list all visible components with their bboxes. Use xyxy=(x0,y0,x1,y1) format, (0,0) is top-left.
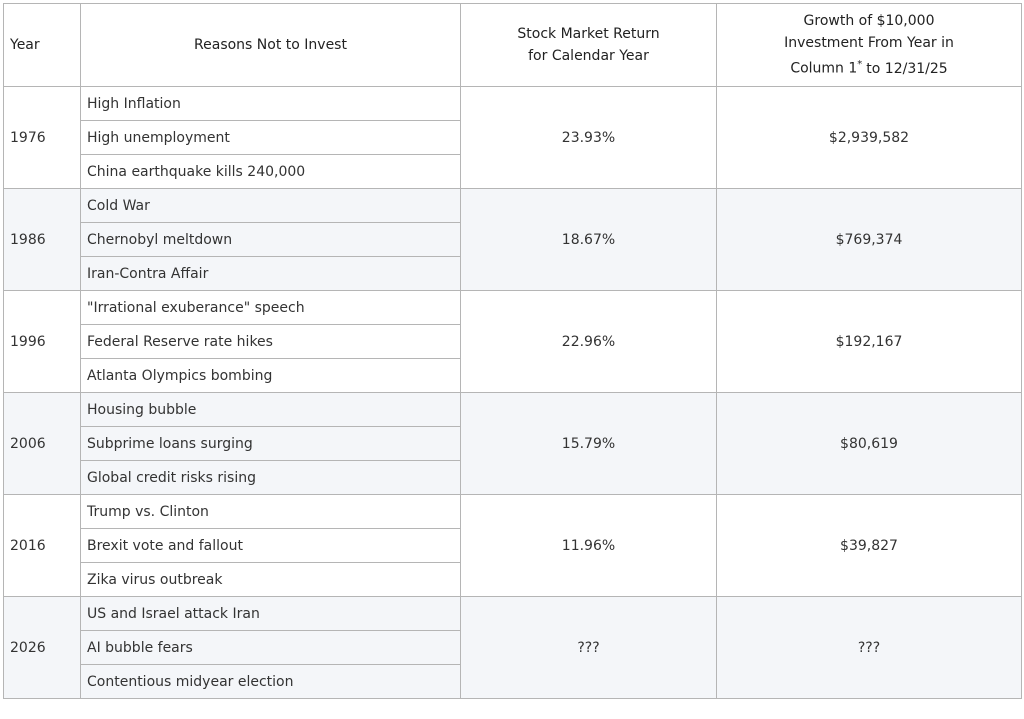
table-row: Federal Reserve rate hikes xyxy=(4,324,1022,359)
year-cell: 1986 xyxy=(3,188,81,291)
reason-cell: Iran-Contra Affair xyxy=(80,256,461,291)
reason-cell: Trump vs. Clinton xyxy=(80,494,461,529)
reason-cell: Housing bubble xyxy=(80,392,461,427)
table-row: Iran-Contra Affair xyxy=(4,256,1022,291)
return-cell: 23.93% xyxy=(460,86,717,189)
header-line: Column 1* to 12/31/25 xyxy=(723,54,1015,80)
header-return: Stock Market Return for Calendar Year xyxy=(460,3,717,87)
table-row: 1986 Cold War 18.67% $769,374 xyxy=(3,188,1022,291)
return-cell: 15.79% xyxy=(460,392,717,495)
reason-cell: High Inflation xyxy=(80,86,461,121)
growth-cell: $2,939,582 xyxy=(716,86,1022,189)
table-row: China earthquake kills 240,000 xyxy=(4,154,1022,189)
reason-cell: China earthquake kills 240,000 xyxy=(80,154,461,189)
table-row: Contentious midyear election xyxy=(4,664,1022,699)
reason-cell: "Irrational exuberance" speech xyxy=(80,290,461,325)
table-body: 1976 High Inflation 23.93% $2,939,582 High u… xyxy=(3,86,1022,699)
table-row: Zika virus outbreak xyxy=(4,562,1022,597)
growth-cell: $769,374 xyxy=(716,188,1022,291)
table-row: Chernobyl meltdown xyxy=(4,222,1022,257)
return-cell: 18.67% xyxy=(460,188,717,291)
header-line: Investment From Year in xyxy=(784,35,954,52)
return-cell: 22.96% xyxy=(460,290,717,393)
growth-cell: $39,827 xyxy=(716,494,1022,597)
return-cell: ??? xyxy=(460,596,717,699)
year-cell: 1976 xyxy=(3,86,81,189)
header-line: Stock Market Return xyxy=(517,26,660,42)
reason-cell: Contentious midyear election xyxy=(80,664,461,699)
table-row: Global credit risks rising xyxy=(4,460,1022,495)
table-row: Brexit vote and fallout xyxy=(4,528,1022,563)
year-cell: 2016 xyxy=(3,494,81,597)
year-cell: 1996 xyxy=(3,290,81,393)
header-text: to 12/31/25 xyxy=(866,60,948,77)
growth-cell: $192,167 xyxy=(716,290,1022,393)
header-growth: Growth of $10,000 Investment From Year in… xyxy=(716,3,1022,87)
table-row: 2026 US and Israel attack Iran?????? xyxy=(3,596,1022,699)
header-row: Year Reasons Not to Invest Stock Market … xyxy=(3,3,1022,87)
header-text: Column 1 xyxy=(790,60,858,77)
footnote-mark: * xyxy=(857,59,863,71)
reason-cell: Cold War xyxy=(80,188,461,223)
reason-cell: Subprime loans surging xyxy=(80,426,461,461)
year-cell: 2006 xyxy=(3,392,81,495)
reason-cell: Chernobyl meltdown xyxy=(80,222,461,257)
data-table: Year Reasons Not to Invest Stock Market … xyxy=(3,3,1022,699)
header-line: for Calendar Year xyxy=(528,48,649,64)
table-row: AI bubble fears xyxy=(4,630,1022,665)
reason-cell: US and Israel attack Iran xyxy=(80,596,461,631)
year-cell: 2026 xyxy=(3,596,81,699)
header-reasons: Reasons Not to Invest xyxy=(80,3,461,87)
header-line: Growth of $10,000 xyxy=(803,13,935,30)
header-year: Year xyxy=(3,3,81,87)
reason-cell: Federal Reserve rate hikes xyxy=(80,324,461,359)
table-row: High unemployment xyxy=(4,120,1022,155)
reason-cell: High unemployment xyxy=(80,120,461,155)
reason-cell: Brexit vote and fallout xyxy=(80,528,461,563)
table-row: Atlanta Olympics bombing xyxy=(4,358,1022,393)
table-row: 2016 Trump vs. Clinton 11.96% $39,827 xyxy=(3,494,1022,597)
reason-cell: Atlanta Olympics bombing xyxy=(80,358,461,393)
growth-cell: ??? xyxy=(716,596,1022,699)
reason-cell: Zika virus outbreak xyxy=(80,562,461,597)
table-row: 1976 High Inflation 23.93% $2,939,582 xyxy=(3,86,1022,189)
table-row: 1996 "Irrational exuberance" speech 22.96%… xyxy=(3,290,1022,393)
return-cell: 11.96% xyxy=(460,494,717,597)
reason-cell: Global credit risks rising xyxy=(80,460,461,495)
table-row: 2006 Housing bubble 15.79% $80,619 xyxy=(3,392,1022,495)
reason-cell: AI bubble fears xyxy=(80,630,461,665)
table-row: Subprime loans surging xyxy=(4,426,1022,461)
growth-cell: $80,619 xyxy=(716,392,1022,495)
